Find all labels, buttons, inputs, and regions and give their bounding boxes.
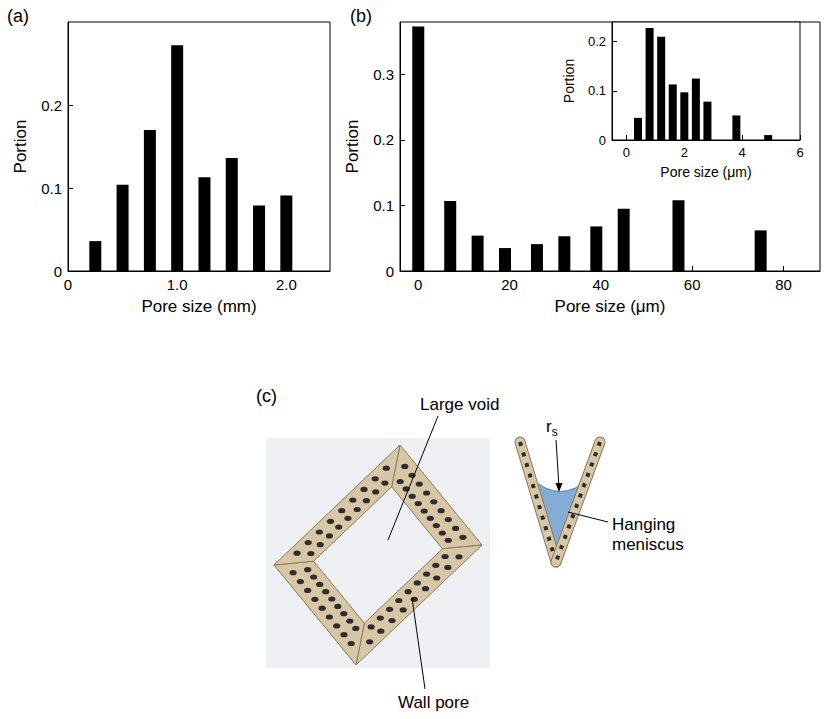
svg-text:60: 60 [684, 276, 701, 293]
svg-text:0.1: 0.1 [41, 180, 62, 197]
svg-text:0.1: 0.1 [373, 197, 394, 214]
svg-text:0.2: 0.2 [373, 131, 394, 148]
svg-text:0: 0 [54, 263, 62, 280]
svg-text:80: 80 [775, 276, 792, 293]
svg-text:Portion: Portion [11, 120, 30, 174]
svg-text:Pore size (μm): Pore size (μm) [660, 164, 751, 180]
svg-text:Pore size (μm): Pore size (μm) [555, 297, 666, 316]
svg-text:20: 20 [501, 276, 518, 293]
svg-text:0.2: 0.2 [588, 34, 606, 49]
svg-text:40: 40 [593, 276, 610, 293]
svg-text:rs: rs [546, 417, 558, 439]
svg-text:0: 0 [386, 263, 394, 280]
svg-text:4: 4 [739, 145, 746, 160]
svg-text:1.0: 1.0 [167, 276, 188, 293]
svg-text:Portion: Portion [561, 59, 577, 103]
svg-text:0: 0 [623, 145, 630, 160]
svg-text:Wall pore: Wall pore [398, 693, 469, 712]
svg-text:0.1: 0.1 [588, 83, 606, 98]
svg-text:meniscus: meniscus [612, 535, 684, 554]
svg-text:0: 0 [599, 133, 606, 148]
svg-text:(c): (c) [256, 386, 277, 406]
svg-text:(b): (b) [350, 6, 372, 26]
svg-text:6: 6 [796, 145, 803, 160]
svg-text:0: 0 [64, 276, 72, 293]
svg-text:(a): (a) [7, 6, 29, 26]
svg-text:2: 2 [681, 145, 688, 160]
svg-text:0.2: 0.2 [41, 97, 62, 114]
svg-text:0: 0 [414, 276, 422, 293]
svg-text:2.0: 2.0 [276, 276, 297, 293]
svg-text:Large void: Large void [420, 395, 499, 414]
svg-text:0.3: 0.3 [373, 66, 394, 83]
svg-text:Hanging: Hanging [612, 515, 675, 534]
svg-text:Pore size (mm): Pore size (mm) [141, 297, 256, 316]
svg-text:Portion: Portion [343, 120, 362, 174]
